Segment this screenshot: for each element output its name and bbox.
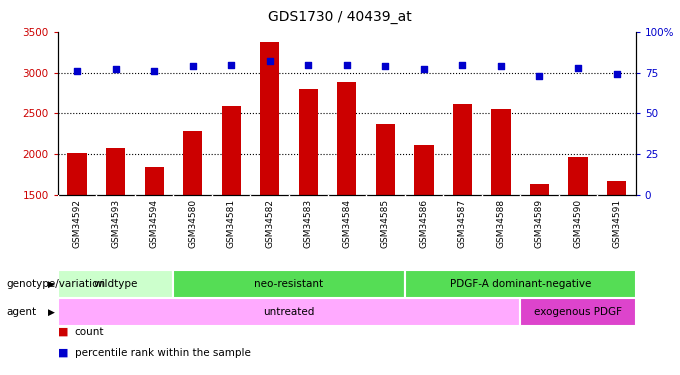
Bar xyxy=(520,298,636,326)
Text: wildtype: wildtype xyxy=(93,279,138,289)
Text: GSM34585: GSM34585 xyxy=(381,199,390,248)
Text: GSM34594: GSM34594 xyxy=(150,199,158,248)
Bar xyxy=(376,124,395,195)
Text: genotype/variation: genotype/variation xyxy=(7,279,106,289)
Bar xyxy=(58,298,520,326)
Text: GSM34584: GSM34584 xyxy=(342,199,352,248)
Point xyxy=(187,63,198,69)
Bar xyxy=(337,82,356,195)
Bar xyxy=(607,181,626,195)
Bar xyxy=(492,108,511,195)
Point xyxy=(265,58,275,64)
Bar xyxy=(405,270,636,298)
Text: GSM34587: GSM34587 xyxy=(458,199,467,248)
Bar xyxy=(67,153,87,195)
Text: GSM34588: GSM34588 xyxy=(496,199,505,248)
Text: untreated: untreated xyxy=(263,307,315,317)
Text: ▶: ▶ xyxy=(48,280,54,289)
Point xyxy=(534,73,545,79)
Point xyxy=(303,62,313,68)
Point xyxy=(573,65,583,71)
Text: GSM34589: GSM34589 xyxy=(535,199,544,248)
Text: ■: ■ xyxy=(58,348,68,357)
Bar xyxy=(299,89,318,195)
Bar xyxy=(106,148,125,195)
Point xyxy=(496,63,507,69)
Text: GSM34581: GSM34581 xyxy=(226,199,236,248)
Bar xyxy=(568,158,588,195)
Point xyxy=(149,68,160,74)
Text: GSM34591: GSM34591 xyxy=(612,199,621,248)
Bar xyxy=(260,42,279,195)
Text: PDGF-A dominant-negative: PDGF-A dominant-negative xyxy=(449,279,591,289)
Point xyxy=(110,66,121,72)
Text: GSM34586: GSM34586 xyxy=(420,199,428,248)
Text: agent: agent xyxy=(7,307,37,317)
Text: GSM34592: GSM34592 xyxy=(73,199,82,248)
Text: GSM34580: GSM34580 xyxy=(188,199,197,248)
Bar xyxy=(414,145,434,195)
Point xyxy=(380,63,391,69)
Text: count: count xyxy=(75,327,104,337)
Text: ■: ■ xyxy=(58,327,68,337)
Text: neo-resistant: neo-resistant xyxy=(254,279,324,289)
Point xyxy=(457,62,468,68)
Text: GDS1730 / 40439_at: GDS1730 / 40439_at xyxy=(268,10,412,24)
Bar xyxy=(453,104,472,195)
Point xyxy=(341,62,352,68)
Point xyxy=(418,66,429,72)
Bar xyxy=(222,106,241,195)
Text: GSM34590: GSM34590 xyxy=(573,199,583,248)
Text: exogenous PDGF: exogenous PDGF xyxy=(534,307,622,317)
Point xyxy=(611,71,622,77)
Bar xyxy=(58,270,173,298)
Text: ▶: ▶ xyxy=(48,308,54,316)
Bar xyxy=(144,167,164,195)
Bar xyxy=(530,184,549,195)
Text: GSM34582: GSM34582 xyxy=(265,199,274,248)
Point xyxy=(71,68,82,74)
Text: GSM34583: GSM34583 xyxy=(304,199,313,248)
Bar xyxy=(173,270,405,298)
Bar xyxy=(183,131,203,195)
Text: percentile rank within the sample: percentile rank within the sample xyxy=(75,348,251,357)
Point xyxy=(226,62,237,68)
Text: GSM34593: GSM34593 xyxy=(111,199,120,248)
